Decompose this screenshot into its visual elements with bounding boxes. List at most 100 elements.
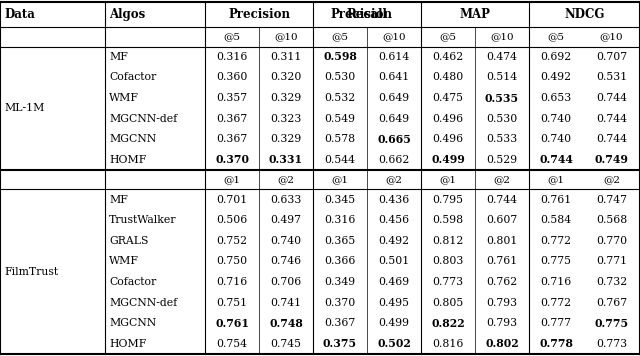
Text: ML-1M: ML-1M: [4, 103, 44, 113]
Text: @2: @2: [278, 175, 294, 184]
Text: @10: @10: [490, 32, 514, 41]
Text: 0.741: 0.741: [271, 298, 301, 308]
Text: 0.662: 0.662: [378, 155, 410, 165]
Text: 0.502: 0.502: [377, 338, 411, 349]
Text: Algos: Algos: [109, 8, 145, 21]
Text: 0.649: 0.649: [378, 114, 410, 124]
Text: @5: @5: [332, 32, 349, 41]
Text: 0.544: 0.544: [324, 155, 355, 165]
Text: 0.707: 0.707: [596, 52, 627, 62]
Text: 0.598: 0.598: [433, 215, 463, 225]
Text: 0.767: 0.767: [596, 298, 627, 308]
Text: 0.365: 0.365: [324, 236, 356, 246]
Text: 0.772: 0.772: [540, 298, 572, 308]
Text: 0.370: 0.370: [215, 154, 249, 165]
Text: 0.501: 0.501: [378, 256, 410, 266]
Text: 0.329: 0.329: [270, 93, 301, 103]
Text: 0.750: 0.750: [216, 256, 248, 266]
Text: WMF: WMF: [109, 93, 139, 103]
Text: 0.532: 0.532: [324, 93, 356, 103]
Text: 0.748: 0.748: [269, 318, 303, 329]
Text: 0.740: 0.740: [540, 134, 572, 144]
Text: 0.531: 0.531: [596, 72, 627, 83]
Text: 0.822: 0.822: [431, 318, 465, 329]
Text: 0.746: 0.746: [271, 256, 301, 266]
Text: WMF: WMF: [109, 256, 139, 266]
Text: 0.761: 0.761: [215, 318, 249, 329]
Text: 0.706: 0.706: [270, 277, 301, 287]
Text: 0.747: 0.747: [596, 195, 627, 205]
Text: 0.495: 0.495: [378, 298, 410, 308]
Text: 0.357: 0.357: [216, 93, 248, 103]
Text: @10: @10: [274, 32, 298, 41]
Text: Precision: Precision: [330, 8, 392, 21]
Text: 0.761: 0.761: [540, 195, 572, 205]
Text: 0.633: 0.633: [270, 195, 301, 205]
Text: 0.732: 0.732: [596, 277, 627, 287]
Text: 0.529: 0.529: [486, 155, 518, 165]
Text: 0.499: 0.499: [378, 318, 410, 328]
Text: MF: MF: [109, 52, 128, 62]
Text: 0.530: 0.530: [486, 114, 518, 124]
Text: 0.367: 0.367: [324, 318, 356, 328]
Text: 0.496: 0.496: [433, 114, 463, 124]
Text: 0.751: 0.751: [216, 298, 248, 308]
Text: 0.754: 0.754: [216, 339, 248, 349]
Text: 0.349: 0.349: [324, 277, 356, 287]
Text: 0.607: 0.607: [486, 215, 518, 225]
Text: 0.762: 0.762: [486, 277, 518, 287]
Text: 0.462: 0.462: [433, 52, 463, 62]
Text: FilmTrust: FilmTrust: [4, 267, 58, 277]
Text: 0.740: 0.740: [271, 236, 301, 246]
Text: 0.803: 0.803: [432, 256, 464, 266]
Text: 0.345: 0.345: [324, 195, 356, 205]
Text: 0.584: 0.584: [540, 215, 572, 225]
Text: Data: Data: [4, 8, 35, 21]
Text: 0.692: 0.692: [540, 52, 572, 62]
Text: 0.366: 0.366: [324, 256, 356, 266]
Text: @5: @5: [223, 32, 241, 41]
Text: 0.530: 0.530: [324, 72, 356, 83]
Text: 0.311: 0.311: [270, 52, 301, 62]
Text: 0.778: 0.778: [539, 338, 573, 349]
Text: 0.777: 0.777: [541, 318, 572, 328]
Text: 0.641: 0.641: [378, 72, 410, 83]
Text: 0.745: 0.745: [271, 339, 301, 349]
Text: 0.370: 0.370: [324, 298, 356, 308]
Text: 0.496: 0.496: [433, 134, 463, 144]
Text: 0.812: 0.812: [432, 236, 464, 246]
Text: @5: @5: [440, 32, 456, 41]
Text: @1: @1: [223, 175, 241, 184]
Text: NDCG: NDCG: [564, 8, 605, 21]
Text: 0.320: 0.320: [270, 72, 301, 83]
Text: 0.535: 0.535: [485, 93, 519, 104]
Text: Cofactor: Cofactor: [109, 277, 156, 287]
Text: 0.492: 0.492: [540, 72, 572, 83]
Text: 0.323: 0.323: [270, 114, 301, 124]
Text: HOMF: HOMF: [109, 339, 147, 349]
Text: 0.533: 0.533: [486, 134, 518, 144]
Text: @2: @2: [603, 175, 620, 184]
Text: 0.367: 0.367: [216, 134, 248, 144]
Text: 0.514: 0.514: [486, 72, 518, 83]
Text: 0.793: 0.793: [486, 298, 518, 308]
Text: MAP: MAP: [460, 8, 490, 21]
Text: 0.744: 0.744: [486, 195, 518, 205]
Text: @10: @10: [600, 32, 623, 41]
Text: @1: @1: [547, 175, 564, 184]
Text: MGCNN-def: MGCNN-def: [109, 298, 177, 308]
Text: 0.653: 0.653: [540, 93, 572, 103]
Text: 0.578: 0.578: [324, 134, 356, 144]
Text: 0.568: 0.568: [596, 215, 627, 225]
Text: 0.770: 0.770: [596, 236, 627, 246]
Text: 0.816: 0.816: [432, 339, 464, 349]
Text: 0.744: 0.744: [596, 93, 627, 103]
Text: 0.475: 0.475: [433, 93, 463, 103]
Text: MF: MF: [109, 195, 128, 205]
Text: 0.499: 0.499: [431, 154, 465, 165]
Text: Recall: Recall: [347, 8, 387, 21]
Text: 0.773: 0.773: [433, 277, 463, 287]
Text: @2: @2: [385, 175, 403, 184]
Text: 0.492: 0.492: [378, 236, 410, 246]
Text: 0.367: 0.367: [216, 114, 248, 124]
